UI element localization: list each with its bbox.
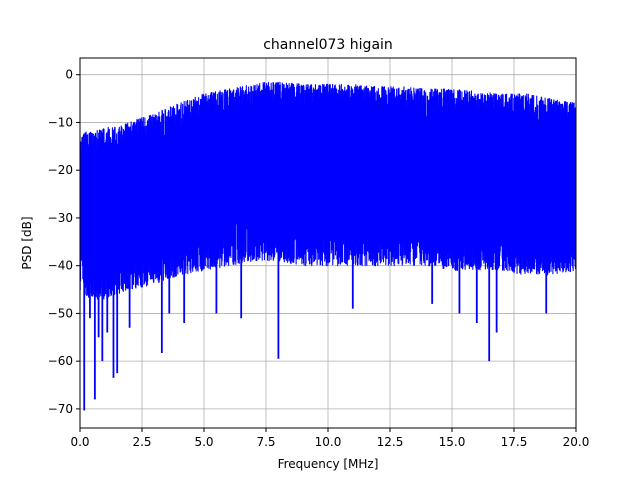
psd-trace [80,81,576,300]
y-tick-label: −50 [48,306,73,320]
x-tick-label: 0.0 [70,435,89,449]
x-tick-label: 15.0 [439,435,466,449]
x-tick-label: 5.0 [194,435,213,449]
x-axis-label: Frequency [MHz] [278,457,379,471]
y-tick-label: −10 [48,115,73,129]
y-tick-label: −40 [48,259,73,273]
x-tick-label: 2.5 [132,435,151,449]
y-tick-label: −60 [48,354,73,368]
y-tick-label: −70 [48,402,73,416]
x-tick-label: 20.0 [563,435,590,449]
y-tick-label: 0 [65,68,73,82]
x-tick-label: 7.5 [256,435,275,449]
chart-title: channel073 higain [263,37,393,53]
y-tick-label: −30 [48,211,73,225]
x-axis-ticks: 0.0 2.5 5.0 7.5 10.0 12.5 15.0 17.5 20.0 [70,428,589,449]
x-tick-label: 12.5 [377,435,404,449]
x-tick-label: 17.5 [501,435,528,449]
psd-series [80,81,576,411]
y-axis-label: PSD [dB] [20,216,34,269]
y-tick-label: −20 [48,163,73,177]
y-axis-ticks: 0 −10 −20 −30 −40 −50 −60 −70 [48,68,80,416]
x-tick-label: 10.0 [315,435,342,449]
